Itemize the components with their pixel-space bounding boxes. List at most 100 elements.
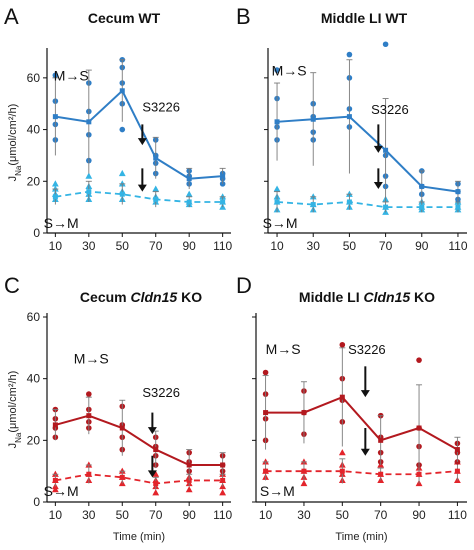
arrow-head [360, 390, 370, 398]
direction-label: M→S [266, 341, 301, 357]
y-axis-title-unit: (μmol/cm²/h) [7, 371, 19, 433]
drug-label: S3226 [142, 99, 180, 114]
x-tick-label: 110 [213, 239, 232, 253]
direction-label: S→M [263, 215, 298, 231]
mean-marker [186, 199, 192, 205]
y-axis-title: JNa(μmol/cm²/h) [7, 104, 23, 182]
x-tick-label: 110 [448, 508, 467, 522]
y-tick-label: 20 [27, 174, 41, 188]
data-point-triangle [346, 190, 353, 197]
mean-marker [310, 202, 316, 208]
mean-marker [220, 199, 226, 205]
mean-marker [86, 189, 92, 195]
x-tick-label: 30 [307, 239, 321, 253]
mean-marker [119, 474, 125, 480]
mean-marker [153, 447, 159, 453]
y-tick-label: 0 [33, 226, 40, 240]
panel-letter: C [4, 273, 20, 298]
x-tick-label: 10 [49, 508, 63, 522]
series-mean-line [276, 115, 459, 193]
x-tick-label: 10 [270, 239, 284, 253]
mean-marker [263, 468, 269, 474]
mean-marker [52, 114, 58, 120]
arrow-head [360, 448, 370, 456]
y-axis-title-unit: (μmol/cm²/h) [7, 104, 19, 166]
data-point-triangle [51, 185, 59, 192]
data-point-triangle [219, 193, 227, 200]
direction-label: S→M [44, 215, 79, 231]
data-point-circle [262, 369, 269, 376]
series-m-to-s [52, 56, 226, 190]
direction-label: M→S [272, 62, 307, 78]
x-tick-label: 30 [82, 239, 96, 253]
data-point-triangle [185, 190, 193, 197]
y-axis-title-main: J [7, 176, 19, 182]
drug-label: S3226 [371, 102, 409, 117]
mean-marker [454, 468, 460, 474]
series-mean-line [55, 190, 223, 203]
mean-marker [339, 394, 345, 400]
series-mean-line [55, 473, 223, 485]
x-tick-label: 90 [412, 508, 426, 522]
mean-marker [220, 462, 226, 468]
arrow-head [373, 182, 383, 190]
series-m-to-s [52, 391, 226, 481]
data-point-circle [454, 459, 461, 465]
title-part: Middle LI WT [321, 10, 408, 26]
series-mean-line [265, 470, 458, 476]
mean-marker [86, 119, 92, 125]
mean-marker [52, 477, 58, 483]
x-tick-label: 50 [336, 508, 350, 522]
data-point-circle [339, 341, 346, 348]
series-mean-line [55, 89, 223, 180]
x-tick-label: 10 [259, 508, 273, 522]
series-m-to-s [262, 341, 461, 472]
y-tick-label: 40 [27, 123, 41, 137]
data-point-triangle [300, 458, 308, 465]
data-point-triangle [152, 489, 160, 496]
mean-marker [378, 437, 384, 443]
mean-marker [153, 155, 159, 161]
data-point-triangle [51, 180, 59, 187]
arrow-head [147, 470, 157, 478]
data-point-triangle [309, 193, 317, 200]
drug-label: S3226 [142, 385, 180, 400]
panel-c: C Cecum Cldn15 KO 10 30 50 70 90 110 0 20 40 60 JNa(… [4, 273, 233, 543]
panel-b: B Middle LI WT 10 30 50 70 90 110 M→S S→M S3226 [236, 4, 468, 253]
data-point-triangle [118, 180, 126, 187]
data-point-triangle [85, 172, 93, 179]
mean-marker [455, 189, 461, 195]
series-mean-line [55, 414, 223, 466]
data-point-triangle [219, 489, 227, 496]
y-tick-label: 20 [27, 433, 41, 447]
x-axis-title: Time (min) [335, 531, 387, 543]
y-tick-label: 60 [27, 310, 41, 324]
mean-marker [263, 410, 269, 416]
mean-marker [301, 468, 307, 474]
x-tick-label: 110 [448, 239, 467, 253]
data-point-triangle [51, 470, 59, 477]
x-tick-label: 70 [379, 239, 393, 253]
title-part: Cldn15 [131, 289, 178, 305]
direction-label: S→M [44, 483, 79, 499]
y-axis-title-sub: Na [14, 165, 23, 176]
data-point-circle [274, 67, 280, 73]
panel-title: Cecum WT [88, 10, 161, 26]
panel-letter: A [4, 4, 19, 29]
y-axis-title-main: J [7, 443, 19, 449]
mean-marker [378, 471, 384, 477]
mean-marker [186, 176, 192, 182]
x-tick-label: 30 [82, 508, 96, 522]
data-point-triangle [118, 467, 126, 474]
data-point-circle [86, 391, 92, 397]
y-tick-label: 60 [27, 71, 41, 85]
x-tick-label: 90 [415, 239, 429, 253]
title-part: Cecum [80, 289, 131, 305]
mean-marker [383, 147, 389, 153]
mean-marker [119, 88, 125, 94]
mean-marker [86, 471, 92, 477]
mean-marker [339, 468, 345, 474]
y-axis-title: JNa(μmol/cm²/h) [7, 371, 23, 449]
x-tick-label: 30 [297, 508, 311, 522]
